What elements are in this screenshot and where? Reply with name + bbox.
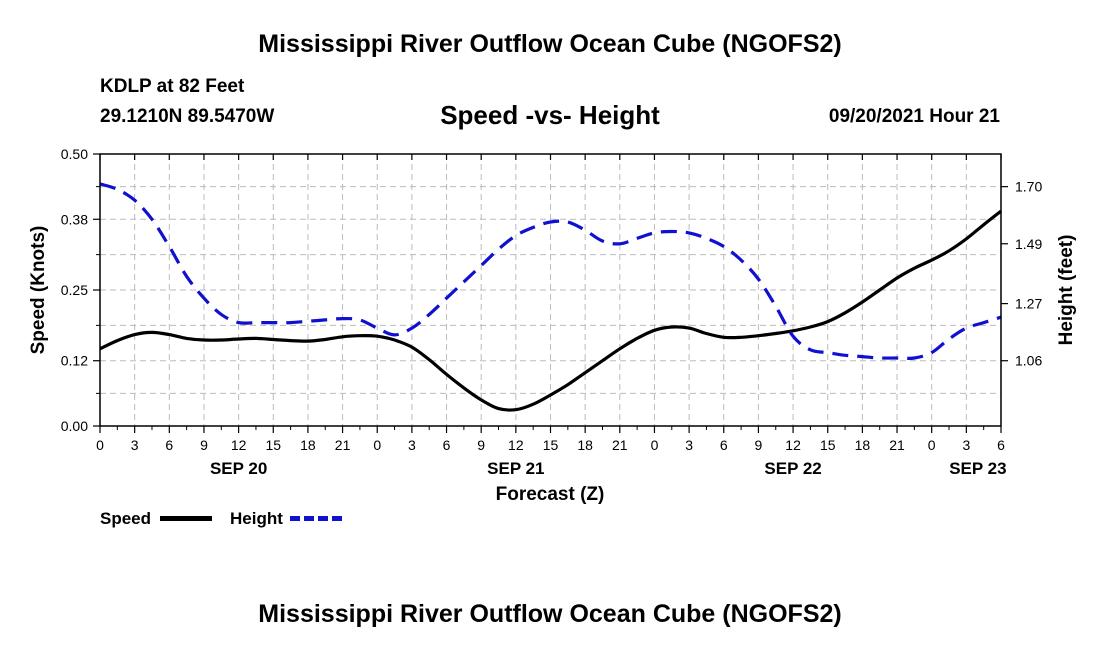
x-tick-label: 21 bbox=[612, 437, 628, 453]
legend-height-swatch bbox=[290, 516, 342, 521]
x-tick-label: 3 bbox=[962, 437, 970, 453]
x-tick-label: 12 bbox=[508, 437, 524, 453]
x-tick-label: 18 bbox=[577, 437, 593, 453]
x-tick-label: 21 bbox=[335, 437, 351, 453]
coordinates-label: 29.1210N 89.5470W bbox=[100, 106, 275, 127]
y-tick-label: 0.12 bbox=[61, 353, 88, 369]
y-tick-label: 0.50 bbox=[61, 146, 88, 162]
x-tick-label: 0 bbox=[373, 437, 381, 453]
y2-tick-label: 1.70 bbox=[1015, 179, 1042, 195]
series-line-speed bbox=[99, 209, 1002, 412]
x-tick-label: 18 bbox=[300, 437, 316, 453]
y-tick-label: 0.25 bbox=[61, 282, 88, 298]
x-tick-label: 9 bbox=[200, 437, 208, 453]
footer-title: Mississippi River Outflow Ocean Cube (NG… bbox=[258, 600, 842, 628]
x-tick-label: 15 bbox=[265, 437, 281, 453]
x-tick-label: 9 bbox=[755, 437, 763, 453]
x-tick-label: 0 bbox=[928, 437, 936, 453]
series-line-height bbox=[99, 182, 1002, 360]
x-tick-label: 3 bbox=[685, 437, 693, 453]
date-label: SEP 23 bbox=[949, 459, 1006, 478]
station-label: KDLP at 82 Feet bbox=[100, 76, 245, 97]
x-tick-label: 9 bbox=[477, 437, 485, 453]
x-tick-label: 12 bbox=[231, 437, 247, 453]
legend-speed-swatch bbox=[160, 516, 212, 521]
x-tick-label: 15 bbox=[820, 437, 836, 453]
chart-title: Mississippi River Outflow Ocean Cube (NG… bbox=[258, 30, 842, 58]
x-tick-label: 15 bbox=[543, 437, 559, 453]
y-tick-label: 0.38 bbox=[61, 211, 88, 227]
x-tick-label: 6 bbox=[443, 437, 451, 453]
x-tick-label: 0 bbox=[651, 437, 659, 453]
x-tick-label: 3 bbox=[131, 437, 139, 453]
date-label: SEP 22 bbox=[764, 459, 821, 478]
x-tick-label: 18 bbox=[855, 437, 871, 453]
legend-height-label: Height bbox=[230, 509, 283, 528]
y2-axis-label: Height (feet) bbox=[1056, 235, 1077, 346]
y-tick-label: 0.00 bbox=[61, 418, 88, 434]
series-layer bbox=[99, 182, 1002, 412]
x-tick-label: 6 bbox=[997, 437, 1005, 453]
x-axis-label: Forecast (Z) bbox=[496, 484, 605, 505]
date-label: SEP 20 bbox=[210, 459, 267, 478]
y2-tick-label: 1.49 bbox=[1015, 236, 1042, 252]
y2-tick-label: 1.06 bbox=[1015, 353, 1042, 369]
chart-subtitle: Speed -vs- Height bbox=[440, 100, 660, 130]
y-axis-label: Speed (Knots) bbox=[28, 226, 49, 355]
x-tick-label: 0 bbox=[96, 437, 104, 453]
x-tick-label: 21 bbox=[889, 437, 905, 453]
grid-lines bbox=[100, 154, 1001, 426]
y2-tick-label: 1.27 bbox=[1015, 296, 1042, 312]
x-tick-label: 6 bbox=[720, 437, 728, 453]
x-tick-label: 3 bbox=[408, 437, 416, 453]
x-tick-label: 12 bbox=[785, 437, 801, 453]
tick-layer: 0 3 6 9 12 15 18 21 0 3 6 9 12 15 18 21 0 3 6 9 12 15 18 21 0 3 6 S… bbox=[61, 146, 1043, 478]
legend-speed-label: Speed bbox=[100, 509, 152, 528]
datetime-label: 09/20/2021 Hour 21 bbox=[828, 106, 1000, 127]
x-tick-label: 6 bbox=[165, 437, 173, 453]
date-label: SEP 21 bbox=[487, 459, 544, 478]
